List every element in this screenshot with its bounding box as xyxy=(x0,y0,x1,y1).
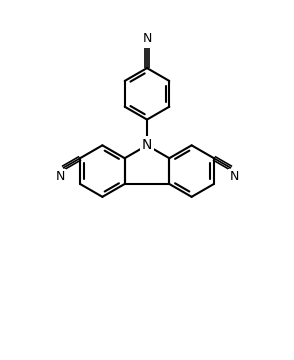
Text: N: N xyxy=(229,170,239,183)
Text: N: N xyxy=(142,138,152,152)
Text: N: N xyxy=(55,170,65,183)
Text: N: N xyxy=(142,32,152,45)
